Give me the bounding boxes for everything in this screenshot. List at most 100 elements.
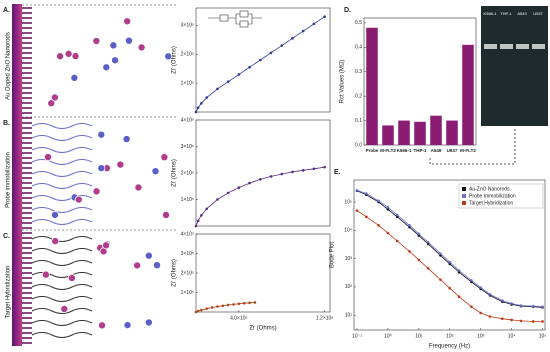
data-point: [237, 302, 241, 306]
data-point: [355, 209, 359, 212]
legend-label: Probe Immobilization: [469, 193, 516, 199]
nanoparticle: [151, 167, 160, 176]
step-label: Target Hybridization: [6, 265, 12, 318]
strand: [31, 159, 93, 165]
nanoparticle: [50, 210, 59, 219]
data-point: [395, 215, 399, 219]
data-point: [269, 51, 273, 55]
nanoparticle: [50, 93, 59, 102]
circuit-inset: [219, 14, 229, 22]
data-point: [439, 252, 442, 255]
data-point: [210, 306, 214, 309]
lane-label: K566-1: [484, 11, 498, 16]
nanoparticle: [92, 187, 101, 196]
data-point: [301, 169, 305, 172]
strand: [31, 236, 93, 242]
y-tick-label: 10²: [345, 284, 353, 290]
x-tick-label: Probe: [366, 148, 379, 153]
nanoparticle: [60, 305, 69, 314]
y-tick-label: 2×10⁵: [181, 270, 194, 276]
data-point: [242, 301, 246, 305]
y-tick-label: 0.1: [355, 118, 362, 124]
series-line: [356, 190, 543, 308]
bar: [446, 120, 458, 145]
panel-label: A.: [3, 7, 10, 14]
data-point: [479, 311, 482, 315]
step-label: Au Doped ZnO Nanorods: [6, 32, 12, 100]
data-point: [221, 304, 225, 308]
circuit-inset: [208, 13, 262, 25]
x-tick-label: THP-1: [413, 148, 426, 153]
y-tick-label: 1×10⁵: [181, 290, 194, 296]
nanoparticle: [97, 130, 106, 139]
legend-label: Target Hybridization: [469, 200, 513, 206]
data-point: [323, 165, 326, 169]
x-tick-label: K566-1: [397, 148, 412, 153]
panel-label: B.: [3, 120, 10, 127]
connector: [429, 127, 516, 165]
bar: [462, 44, 474, 145]
nanoparticle: [51, 237, 60, 246]
data-point: [312, 22, 316, 26]
strand: [31, 123, 93, 129]
data-point: [541, 305, 544, 308]
nanoparticle: [102, 63, 111, 72]
data-point: [216, 305, 219, 308]
circuit-inset: [239, 20, 249, 28]
data-point: [541, 320, 544, 323]
y-tick-label: 10⁴: [344, 228, 352, 234]
data-point: [426, 267, 430, 270]
data-point: [395, 213, 399, 217]
nanoparticle: [137, 43, 146, 52]
data-point: [291, 37, 294, 40]
nanoparticle: [41, 270, 50, 279]
x-axis-label: Zr (Ohms): [249, 326, 276, 332]
strand: [31, 195, 93, 201]
data-point: [248, 301, 251, 305]
nanoparticle: [109, 41, 118, 50]
gel-image: K566-1 THP-1 A549 U937: [429, 6, 548, 165]
band: [500, 44, 513, 49]
legend-label: Au-ZnO Nanorods: [469, 186, 510, 192]
data-point: [226, 191, 230, 195]
bar: [430, 115, 442, 145]
panel-label: D.: [344, 7, 351, 14]
y-tick-label: 0.5: [355, 20, 362, 26]
y-tick-label: 0.3: [355, 69, 362, 75]
data-point: [531, 304, 535, 308]
strand: [31, 171, 93, 177]
x-tick-label: 10³: [477, 333, 485, 339]
x-tick-label: 4.0×10⁵: [230, 315, 248, 321]
bar: [366, 27, 378, 146]
x-tick-label: 10¹: [415, 333, 423, 339]
data-point: [205, 96, 209, 99]
gel: [481, 6, 548, 126]
data-point: [280, 44, 284, 47]
data-point: [237, 73, 241, 76]
data-point: [386, 208, 390, 211]
data-point: [216, 87, 219, 91]
data-point: [365, 192, 368, 195]
data-point: [377, 199, 380, 203]
data-point: [216, 198, 219, 201]
lane-label: U937: [533, 11, 543, 16]
y-tick-label: 10³: [345, 256, 353, 262]
bar: [414, 121, 426, 145]
data-point: [200, 102, 203, 105]
y-tick-label: 0.0: [355, 142, 362, 148]
x-axis-label: Frequency (Hz): [429, 344, 470, 350]
nanoparticle: [123, 17, 132, 26]
bar: [398, 120, 410, 145]
band: [484, 44, 497, 49]
plot-area: [353, 179, 546, 331]
data-point: [501, 317, 504, 321]
series-line: [195, 302, 256, 313]
data-point: [237, 186, 241, 189]
data-point: [194, 224, 198, 228]
nanoparticle: [64, 49, 73, 58]
nanoparticle: [134, 183, 143, 192]
panel-label: E.: [334, 169, 341, 176]
data-point: [248, 65, 251, 69]
strand: [31, 219, 93, 225]
nanoparticle: [56, 52, 65, 61]
